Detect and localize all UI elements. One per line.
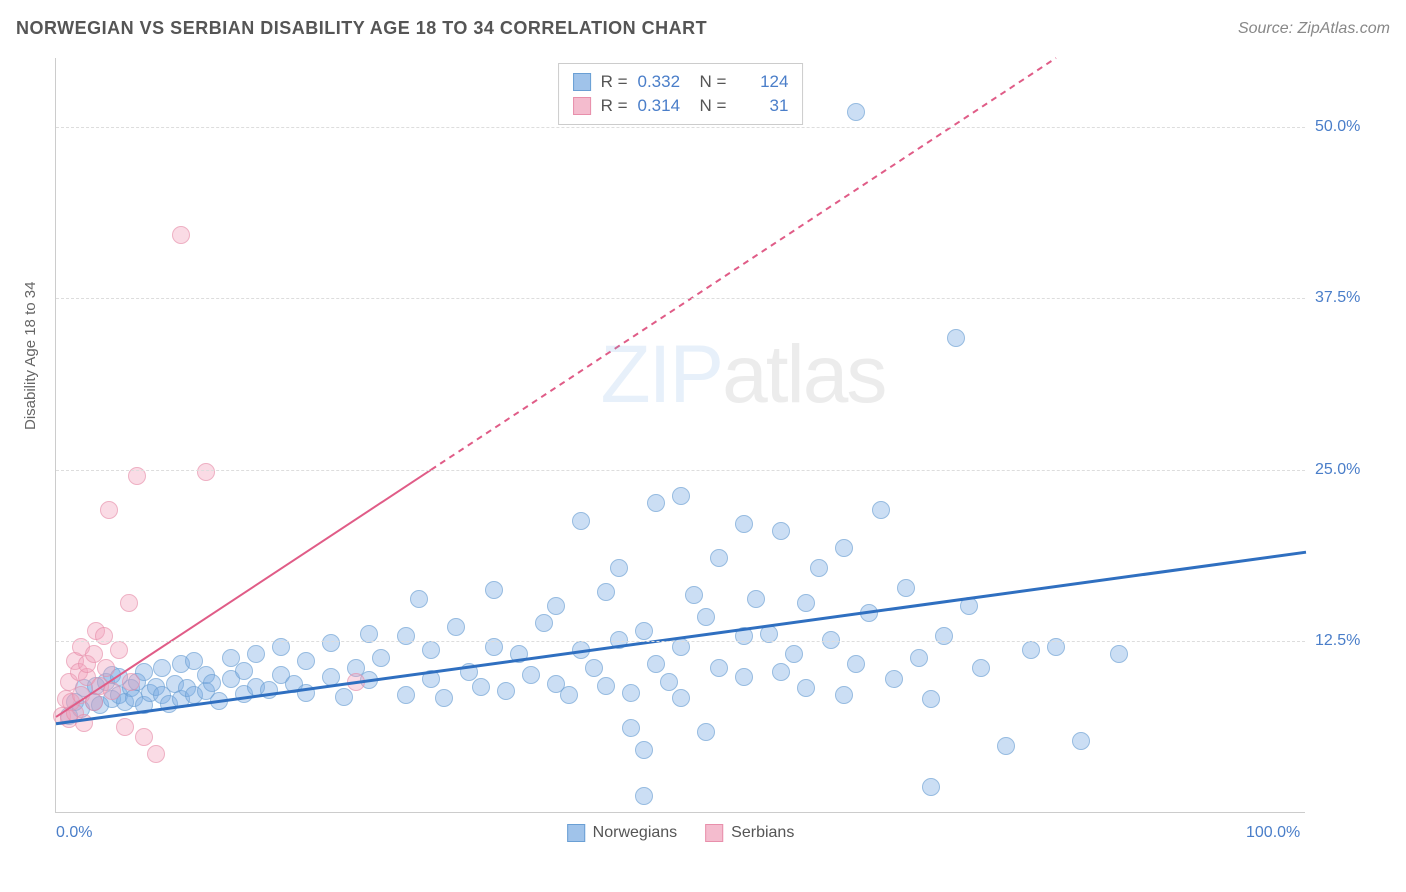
gridline [56, 127, 1305, 128]
y-tick-label: 12.5% [1315, 632, 1390, 650]
legend-swatch-icon [567, 824, 585, 842]
y-tick-label: 50.0% [1315, 118, 1390, 136]
gridline [56, 470, 1305, 471]
chart-header: NORWEGIAN VS SERBIAN DISABILITY AGE 18 T… [16, 18, 1390, 39]
r-value: 0.314 [638, 94, 690, 118]
series-swatch-icon [573, 73, 591, 91]
n-label: N = [700, 70, 727, 94]
legend-item: Norwegians [567, 824, 677, 842]
r-value: 0.332 [638, 70, 690, 94]
legend-label: Serbians [731, 824, 794, 842]
gridline [56, 298, 1305, 299]
stats-row: R = 0.332 N = 124 [573, 70, 789, 94]
legend-label: Norwegians [593, 824, 677, 842]
source-attribution: Source: ZipAtlas.com [1238, 20, 1390, 38]
series-swatch-icon [573, 97, 591, 115]
y-tick-label: 25.0% [1315, 461, 1390, 479]
correlation-stats-box: R = 0.332 N = 124 R = 0.314 N = 31 [558, 63, 804, 125]
r-label: R = [601, 94, 628, 118]
gridline [56, 641, 1305, 642]
n-label: N = [700, 94, 727, 118]
stats-row: R = 0.314 N = 31 [573, 94, 789, 118]
series-legend: Norwegians Serbians [567, 824, 795, 842]
trend-lines [56, 58, 1306, 813]
r-label: R = [601, 70, 628, 94]
n-value: 124 [736, 70, 788, 94]
chart-title: NORWEGIAN VS SERBIAN DISABILITY AGE 18 T… [16, 18, 707, 39]
legend-item: Serbians [705, 824, 794, 842]
legend-swatch-icon [705, 824, 723, 842]
x-tick-label: 100.0% [1246, 824, 1300, 842]
y-axis-title: Disability Age 18 to 34 [22, 282, 39, 430]
scatter-chart: ZIPatlas R =0.332N =124R =0.314N =31 Nor… [55, 58, 1305, 813]
trend-line [56, 552, 1306, 724]
y-tick-label: 37.5% [1315, 289, 1390, 307]
x-tick-label: 0.0% [56, 824, 92, 842]
n-value: 31 [736, 94, 788, 118]
